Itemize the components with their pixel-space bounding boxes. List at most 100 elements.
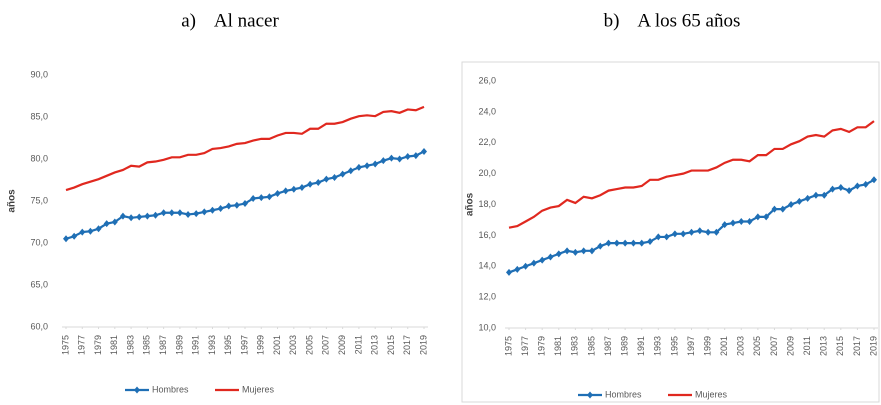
point-marker — [680, 230, 687, 238]
y-tick-label: 22,0 — [478, 137, 496, 147]
point-marker — [209, 206, 216, 214]
series-line — [508, 178, 875, 274]
point-marker — [290, 185, 297, 193]
x-tick-label: 2019 — [868, 336, 878, 356]
point-marker — [396, 155, 403, 163]
point-marker — [713, 228, 720, 236]
y-axis-label: años — [465, 192, 476, 216]
point-marker — [754, 213, 761, 221]
x-tick-label: 1991 — [191, 335, 201, 355]
y-tick-label: 18,0 — [478, 199, 496, 209]
x-tick-label: 1999 — [702, 336, 712, 356]
point-marker — [514, 265, 521, 273]
point-marker — [837, 184, 844, 192]
point-marker — [729, 219, 736, 227]
point-marker — [364, 162, 371, 170]
point-marker — [530, 259, 537, 267]
x-tick-label: 1997 — [239, 335, 249, 355]
point-marker — [804, 194, 811, 202]
point-marker — [763, 213, 770, 221]
x-tick-label: 2011 — [353, 335, 363, 354]
x-tick-label: 1993 — [653, 336, 663, 356]
y-tick-label: 12,0 — [478, 292, 496, 302]
y-tick-label: 14,0 — [478, 261, 496, 271]
point-marker — [258, 194, 265, 202]
x-tick-label: 1981 — [109, 335, 119, 355]
x-tick-label: 2011 — [802, 336, 812, 355]
point-marker — [771, 205, 778, 213]
point-marker — [821, 191, 828, 199]
point-marker — [323, 175, 330, 183]
y-tick-label: 80,0 — [30, 153, 48, 163]
point-marker — [111, 218, 118, 226]
y-tick-label: 60,0 — [30, 321, 48, 331]
point-marker — [144, 212, 151, 220]
y-tick-label: 85,0 — [30, 111, 48, 121]
point-marker — [71, 232, 78, 240]
point-marker — [160, 209, 167, 217]
x-tick-label: 1985 — [142, 335, 152, 355]
point-marker — [746, 217, 753, 225]
x-tick-label: 2015 — [386, 335, 396, 355]
point-marker — [250, 194, 257, 202]
point-marker — [79, 228, 86, 236]
point-marker — [421, 147, 427, 155]
x-tick-label: 1983 — [125, 335, 135, 355]
point-marker — [347, 167, 354, 175]
point-marker — [572, 248, 579, 256]
point-marker — [225, 202, 232, 210]
point-marker — [380, 157, 387, 165]
y-tick-label: 90,0 — [30, 69, 48, 79]
point-marker — [128, 214, 135, 222]
y-tick-label: 70,0 — [30, 237, 48, 247]
point-marker — [233, 201, 240, 209]
legend-label: Hombres — [152, 384, 189, 394]
x-tick-label: 2017 — [852, 336, 862, 356]
chart-title: b) A los 65 años — [604, 10, 741, 31]
x-tick-label: 1993 — [207, 335, 217, 355]
x-tick-label: 2015 — [835, 336, 845, 356]
legend-marker — [587, 391, 593, 399]
point-marker — [193, 210, 200, 218]
x-tick-label: 1975 — [503, 336, 513, 356]
point-marker — [622, 239, 629, 247]
point-marker — [605, 239, 612, 247]
point-marker — [185, 210, 192, 218]
point-marker — [404, 152, 411, 160]
x-tick-label: 1991 — [636, 336, 646, 356]
point-marker — [266, 193, 273, 201]
x-tick-label: 2003 — [288, 335, 298, 355]
x-tick-label: 1979 — [537, 336, 547, 356]
point-marker — [315, 179, 322, 187]
point-marker — [201, 208, 208, 216]
point-marker — [663, 233, 670, 241]
x-tick-label: 1997 — [686, 336, 696, 356]
point-marker — [95, 225, 102, 233]
x-tick-label: 2019 — [418, 335, 428, 355]
legend-marker — [134, 386, 140, 394]
point-marker — [779, 205, 786, 213]
point-marker — [655, 233, 662, 241]
point-marker — [119, 212, 126, 220]
point-marker — [298, 184, 305, 192]
point-marker — [339, 170, 346, 178]
point-marker — [564, 247, 571, 255]
point-marker — [829, 185, 836, 193]
y-tick-label: 75,0 — [30, 195, 48, 205]
x-tick-label: 1989 — [620, 336, 630, 356]
point-marker — [217, 205, 224, 213]
y-tick-label: 16,0 — [478, 230, 496, 240]
point-marker — [788, 201, 795, 208]
legend-label: Mujeres — [242, 384, 275, 394]
point-marker — [638, 239, 645, 247]
y-tick-label: 65,0 — [30, 279, 48, 289]
x-tick-label: 2007 — [321, 335, 331, 355]
legend-label: Hombres — [605, 389, 642, 399]
point-marker — [796, 197, 803, 205]
point-marker — [152, 211, 159, 219]
x-tick-label: 1985 — [586, 336, 596, 356]
y-tick-label: 10,0 — [478, 322, 496, 332]
point-marker — [671, 230, 678, 238]
point-marker — [506, 268, 512, 276]
